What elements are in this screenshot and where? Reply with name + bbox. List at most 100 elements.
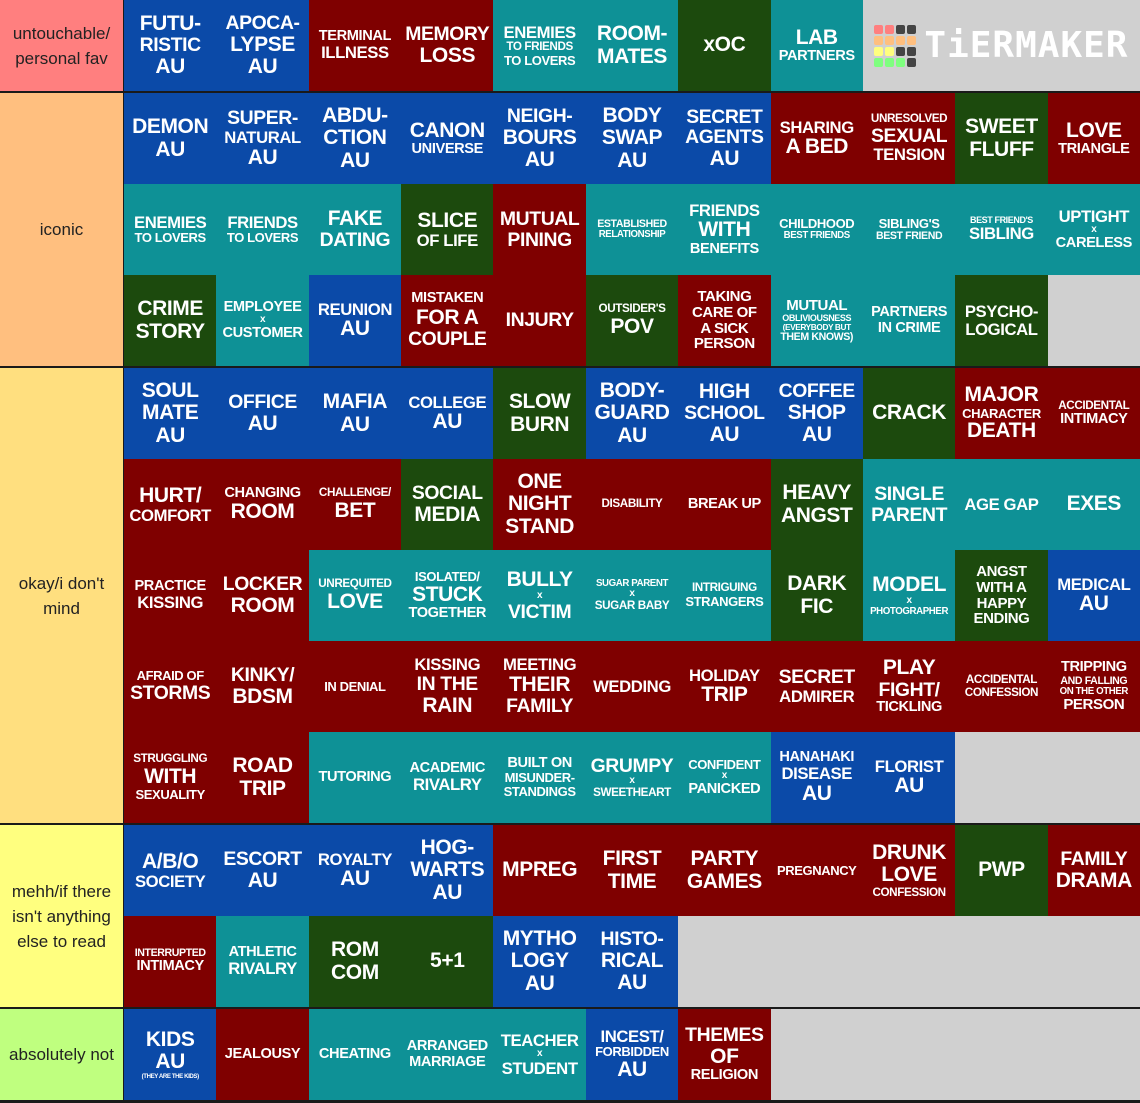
tier-item[interactable]: CANON UNIVERSE <box>401 93 494 184</box>
tier-item[interactable]: ESCORT AU <box>216 825 309 916</box>
tier-item[interactable]: MPREG <box>493 825 586 916</box>
tier-label[interactable]: iconic <box>0 93 124 366</box>
tier-label[interactable]: mehh/if there isn't anything else to rea… <box>0 825 124 1007</box>
tier-item[interactable]: PRACTICE KISSING <box>124 550 217 641</box>
tier-item[interactable]: FLORIST AU <box>862 732 956 823</box>
tier-item[interactable]: BREAK UP <box>678 459 771 550</box>
tier-item[interactable]: ACCIDENTAL CONFESSION <box>955 641 1048 732</box>
tier-item[interactable]: FRIENDS WITH BENEFITS <box>678 184 771 275</box>
tier-item[interactable]: BULLY x VICTIM <box>493 550 586 641</box>
tier-item[interactable]: THEMES OF RELIGION <box>678 1009 771 1100</box>
tier-item[interactable]: TERMINAL ILLNESS <box>308 0 402 91</box>
tier-item[interactable]: OFFICE AU <box>216 368 309 459</box>
tier-item[interactable]: A/B/O SOCIETY <box>124 825 217 916</box>
tier-item[interactable]: TEACHER x STUDENT <box>493 1009 586 1100</box>
tier-item[interactable]: HISTO- RICAL AU <box>585 916 679 1007</box>
tier-item[interactable]: TUTORING <box>308 732 402 823</box>
tier-item[interactable]: OUTSIDER'S POV <box>585 275 679 366</box>
tier-item[interactable]: MISTAKEN FOR A COUPLE <box>401 275 494 366</box>
tier-item[interactable]: LAB PARTNERS <box>770 0 863 91</box>
tier-item[interactable]: COFFEE SHOP AU <box>770 368 863 459</box>
tier-item[interactable]: PARTNERS IN CRIME <box>862 275 956 366</box>
tier-label[interactable]: absolutely not <box>0 1009 124 1100</box>
tier-item[interactable]: 5+1 <box>401 916 494 1007</box>
tier-item[interactable]: INJURY <box>493 275 586 366</box>
tier-item[interactable]: AFRAID OF STORMS <box>124 641 217 732</box>
tier-item[interactable]: HANAHAKI DISEASE AU <box>770 732 863 823</box>
tier-item[interactable]: INCEST/FORBIDDEN AU <box>585 1009 679 1100</box>
tier-item[interactable]: MEMORY LOSS <box>401 0 494 91</box>
tier-item[interactable]: LOCKER ROOM <box>216 550 309 641</box>
tier-item[interactable]: HOG- WARTS AU <box>401 825 494 916</box>
tier-item[interactable]: IN DENIAL <box>308 641 402 732</box>
tier-item[interactable]: EMPLOYEE x CUSTOMER <box>216 275 309 366</box>
tier-item[interactable]: ROYALTY AU <box>308 825 402 916</box>
tier-item[interactable]: ABDU- CTION AU <box>308 93 402 184</box>
tier-item[interactable]: ESTABLISHED RELATIONSHIP <box>585 184 679 275</box>
tier-item[interactable]: CRACK <box>862 368 956 459</box>
tier-item[interactable]: MAJOR CHARACTER DEATH <box>955 368 1048 459</box>
tier-item[interactable]: PREGNANCY <box>770 825 863 916</box>
tier-item[interactable]: AGE GAP <box>955 459 1048 550</box>
tier-item[interactable]: ACCIDENTAL INTIMACY <box>1047 368 1140 459</box>
tier-item[interactable]: JEALOUSY <box>216 1009 309 1100</box>
tier-item[interactable]: COLLEGE AU <box>401 368 494 459</box>
tier-item[interactable]: MUTUAL OBLIVIOUSNESS (EVERYBODY BUT THEM KN… <box>770 275 863 366</box>
tier-item[interactable]: HEAVY ANGST <box>770 459 863 550</box>
tier-item[interactable]: PARTY GAMES <box>678 825 771 916</box>
tier-item[interactable]: KIDS AU (THEY ARE THE KIDS) <box>124 1009 217 1100</box>
tier-item[interactable]: PLAY FIGHT/TICKLING <box>862 641 956 732</box>
tier-item[interactable]: SLICE OF LIFE <box>401 184 494 275</box>
tier-item[interactable]: EXES <box>1047 459 1140 550</box>
tier-item[interactable]: FUTU- RISTIC AU <box>124 0 217 91</box>
tier-item[interactable]: INTRIGUING STRANGERS <box>678 550 771 641</box>
tier-item[interactable]: SUPER- NATURAL AU <box>216 93 309 184</box>
tier-item[interactable]: NEIGH- BOURS AU <box>493 93 586 184</box>
tier-item[interactable]: ARRANGED MARRIAGE <box>401 1009 494 1100</box>
tier-item[interactable]: ROM COM <box>308 916 402 1007</box>
tier-item[interactable]: SECRET ADMIRER <box>770 641 863 732</box>
tier-item[interactable]: KISSING IN THE RAIN <box>401 641 494 732</box>
tier-item[interactable]: ONE NIGHT STAND <box>493 459 586 550</box>
tier-item[interactable]: CHILDHOOD BEST FRIENDS <box>770 184 863 275</box>
tier-item[interactable]: PSYCHO- LOGICAL <box>955 275 1048 366</box>
tier-item[interactable]: SWEET FLUFF <box>955 93 1048 184</box>
tier-item[interactable]: MYTHO LOGY AU <box>493 916 586 1007</box>
tier-item[interactable]: SIBLING'S BEST FRIEND <box>862 184 956 275</box>
tier-item[interactable]: UNREQUITED LOVE <box>308 550 402 641</box>
tier-item[interactable]: DRUNK LOVE CONFESSION <box>862 825 956 916</box>
tier-item[interactable]: MUTUAL PINING <box>493 184 586 275</box>
tier-label[interactable]: untouchable/ personal fav <box>0 0 124 91</box>
tier-item[interactable]: xOC <box>678 0 771 91</box>
tier-item[interactable]: REUNION AU <box>308 275 402 366</box>
tier-item[interactable]: HOLIDAY TRIP <box>678 641 771 732</box>
tier-item[interactable]: KINKY/BDSM <box>216 641 309 732</box>
tier-item[interactable]: HIGH SCHOOL AU <box>678 368 771 459</box>
tier-item[interactable]: MAFIA AU <box>308 368 402 459</box>
tier-item[interactable]: SOCIAL MEDIA <box>401 459 494 550</box>
tier-item[interactable]: DISABILITY <box>585 459 679 550</box>
tier-item[interactable]: SECRET AGENTS AU <box>678 93 771 184</box>
tier-item[interactable]: GRUMPY x SWEETHEART <box>585 732 679 823</box>
tier-item[interactable]: BODY SWAP AU <box>585 93 679 184</box>
tier-item[interactable]: APOCA- LYPSE AU <box>216 0 309 91</box>
tier-label[interactable]: okay/i don't mind <box>0 368 124 823</box>
tier-item[interactable]: MODEL x PHOTOGRAPHER <box>862 550 956 641</box>
tier-item[interactable]: MEDICAL AU <box>1047 550 1140 641</box>
tier-item[interactable]: CHEATING <box>308 1009 402 1100</box>
tier-item[interactable]: TRIPPING AND FALLING ON THE OTHER PERSON <box>1047 641 1140 732</box>
tier-item[interactable]: SLOW BURN <box>493 368 586 459</box>
tier-item[interactable]: ANGST WITH A HAPPY ENDING <box>955 550 1048 641</box>
tier-item[interactable]: ROAD TRIP <box>216 732 309 823</box>
tier-item[interactable]: INTERRUPTED INTIMACY <box>124 916 217 1007</box>
tier-item[interactable]: SHARING A BED <box>770 93 863 184</box>
tier-item[interactable]: DEMON AU <box>124 93 217 184</box>
tier-item[interactable]: ENEMIES TO FRIENDS TO LOVERS <box>493 0 586 91</box>
tier-item[interactable]: ATHLETIC RIVALRY <box>216 916 309 1007</box>
tier-item[interactable]: ROOM- MATES <box>585 0 679 91</box>
tier-item[interactable]: FAKE DATING <box>308 184 402 275</box>
tier-item[interactable]: FIRST TIME <box>585 825 679 916</box>
tier-item[interactable]: SINGLE PARENT <box>862 459 956 550</box>
tier-item[interactable]: CONFIDENT x PANICKED <box>678 732 771 823</box>
tier-item[interactable]: UPTIGHT x CARELESS <box>1047 184 1140 275</box>
